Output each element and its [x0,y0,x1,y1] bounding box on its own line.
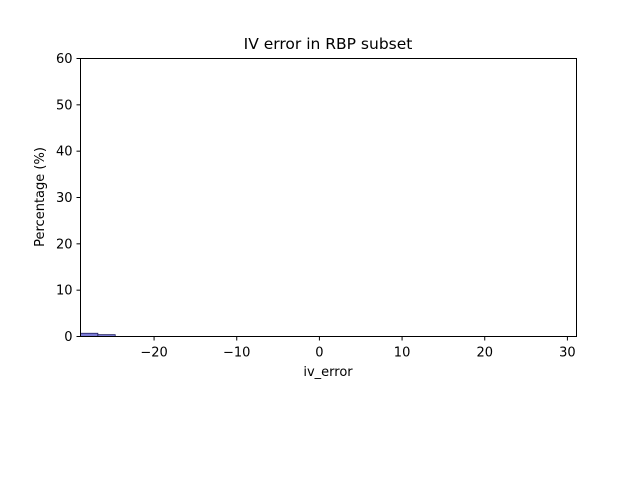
x-tick-label: −20 [140,346,167,361]
x-tick-label: 10 [394,346,411,361]
y-tick-label: 60 [56,52,73,67]
x-tick-label: 0 [315,346,323,361]
x-tick-label: 30 [559,346,576,361]
y-tick-label: 30 [56,191,73,206]
x-tick-label: 20 [476,346,493,361]
y-tick-label: 20 [56,237,73,252]
x-axis-label: iv_error [303,365,353,380]
x-axis: −20 −10 0 10 20 30 [140,336,576,361]
y-tick-label: 0 [64,330,72,345]
y-axis: 0 10 20 30 40 50 60 [56,52,81,345]
plot-frame [80,58,577,337]
x-tick-label: −10 [223,346,250,361]
y-tick-label: 10 [56,284,73,299]
chart-title: IV error in RBP subset [244,35,413,53]
y-axis-label: Percentage (%) [33,147,48,247]
y-tick-label: 40 [56,145,73,160]
y-tick-label: 50 [56,98,73,113]
